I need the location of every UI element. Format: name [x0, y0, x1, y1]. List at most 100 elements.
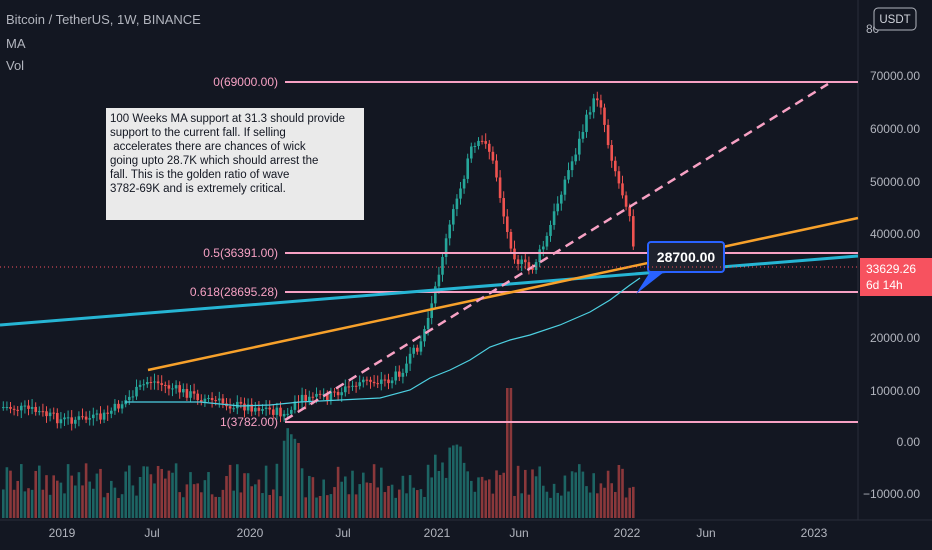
candle-body	[362, 379, 365, 383]
volume-bar	[398, 489, 401, 518]
candle-body	[56, 412, 59, 424]
volume-bar	[41, 489, 45, 518]
candle-body	[218, 398, 221, 401]
volume-bar	[513, 495, 516, 518]
volume-bar	[315, 497, 318, 518]
price-tick: 70000.00	[870, 69, 920, 83]
candle-body	[423, 329, 426, 342]
volume-bar	[16, 480, 19, 518]
candle-body	[516, 259, 520, 265]
volume-bar	[563, 475, 567, 518]
volume-bar	[419, 489, 423, 518]
candle-body	[322, 393, 325, 395]
volume-bar	[30, 489, 34, 518]
volume-bar	[128, 465, 131, 518]
dashed-fib-trendline[interactable]	[284, 82, 829, 422]
volume-bar	[239, 492, 243, 518]
candle-body	[459, 188, 462, 199]
volume-bar	[556, 492, 559, 518]
annotation-note[interactable]: 100 Weeks MA support at 31.3 should prov…	[106, 108, 364, 220]
symbol-title[interactable]: Bitcoin / TetherUS, 1W, BINANCE	[6, 12, 201, 27]
volume-bar	[318, 496, 322, 518]
candle-body	[45, 411, 48, 417]
volume-bar	[570, 471, 574, 518]
indicator-vol-label[interactable]: Vol	[6, 58, 25, 73]
candle-body	[264, 407, 268, 410]
candle-body	[394, 371, 397, 381]
volume-bar	[254, 484, 257, 518]
volume-bar	[286, 428, 289, 518]
candle-body	[232, 408, 235, 410]
candle-body	[138, 384, 142, 387]
volume-bar	[588, 492, 592, 518]
volume-bar	[203, 480, 207, 518]
volume-bar	[527, 494, 531, 518]
candle-body	[599, 100, 603, 108]
indicator-ma-label[interactable]: MA	[6, 36, 26, 51]
candle-body	[77, 416, 81, 420]
volume-bar	[272, 489, 275, 518]
candle-body	[48, 412, 52, 417]
currency-badge[interactable]: USDT	[873, 7, 917, 31]
candle-body	[480, 140, 484, 142]
volume-bar	[138, 476, 142, 518]
candle-body	[452, 209, 455, 225]
ma-100-line[interactable]	[125, 277, 641, 407]
volume-bar	[524, 469, 527, 518]
price-tick: 20000.00	[870, 331, 920, 345]
volume-bar	[365, 482, 369, 518]
volume-bar	[506, 388, 509, 518]
volume-bar	[614, 491, 617, 518]
volume-bar	[412, 487, 415, 518]
volume-bar	[293, 438, 297, 518]
candle-body	[9, 406, 12, 409]
candle-body	[380, 379, 383, 384]
candle-body	[372, 381, 376, 384]
volume-bar	[516, 465, 520, 518]
candle-body	[106, 412, 109, 414]
blue-trendline[interactable]	[0, 254, 859, 327]
volume-bar	[491, 493, 495, 518]
volume-bar	[606, 470, 610, 518]
volume-bar	[344, 476, 347, 518]
candle-body	[16, 409, 19, 411]
candle-body	[416, 347, 419, 352]
candle-body	[2, 407, 5, 409]
annotation-box	[106, 108, 364, 220]
volume-bar	[383, 492, 387, 518]
orange-trendline[interactable]	[147, 216, 859, 372]
volume-bar	[174, 463, 178, 518]
volume-bar	[473, 491, 477, 518]
volume-bar	[20, 464, 23, 518]
volume-bar	[387, 485, 390, 518]
price-tick: −10000.00	[863, 487, 920, 501]
volume-bar	[322, 479, 325, 518]
price-callout[interactable]: 28700.00	[636, 241, 725, 294]
candle-body	[272, 409, 275, 415]
candle-body	[520, 259, 523, 265]
volume-bar	[5, 467, 9, 518]
current-price-tag: 33629.26 6d 14h	[860, 258, 932, 296]
candle-body	[401, 372, 405, 377]
candle-body	[113, 403, 117, 411]
candle-body	[455, 198, 459, 210]
candle-body	[311, 396, 315, 398]
candle-body	[160, 383, 163, 385]
candle-body	[369, 379, 372, 382]
volume-bar	[542, 485, 545, 518]
candle-body	[254, 407, 257, 412]
fib-label-0-618: 0.618(28695.28)	[190, 285, 278, 299]
candle-body	[567, 170, 570, 180]
volume-bar	[290, 434, 293, 518]
candle-body	[318, 393, 322, 395]
volume-bar	[45, 475, 48, 518]
candle-body	[164, 384, 167, 386]
volume-bar	[372, 464, 376, 518]
candle-body	[603, 107, 606, 125]
volume-bar	[394, 497, 397, 518]
current-price-value: 33629.26	[866, 262, 916, 276]
volume-bar	[282, 440, 286, 518]
volume-bar	[599, 483, 603, 518]
candle-body	[477, 140, 480, 146]
